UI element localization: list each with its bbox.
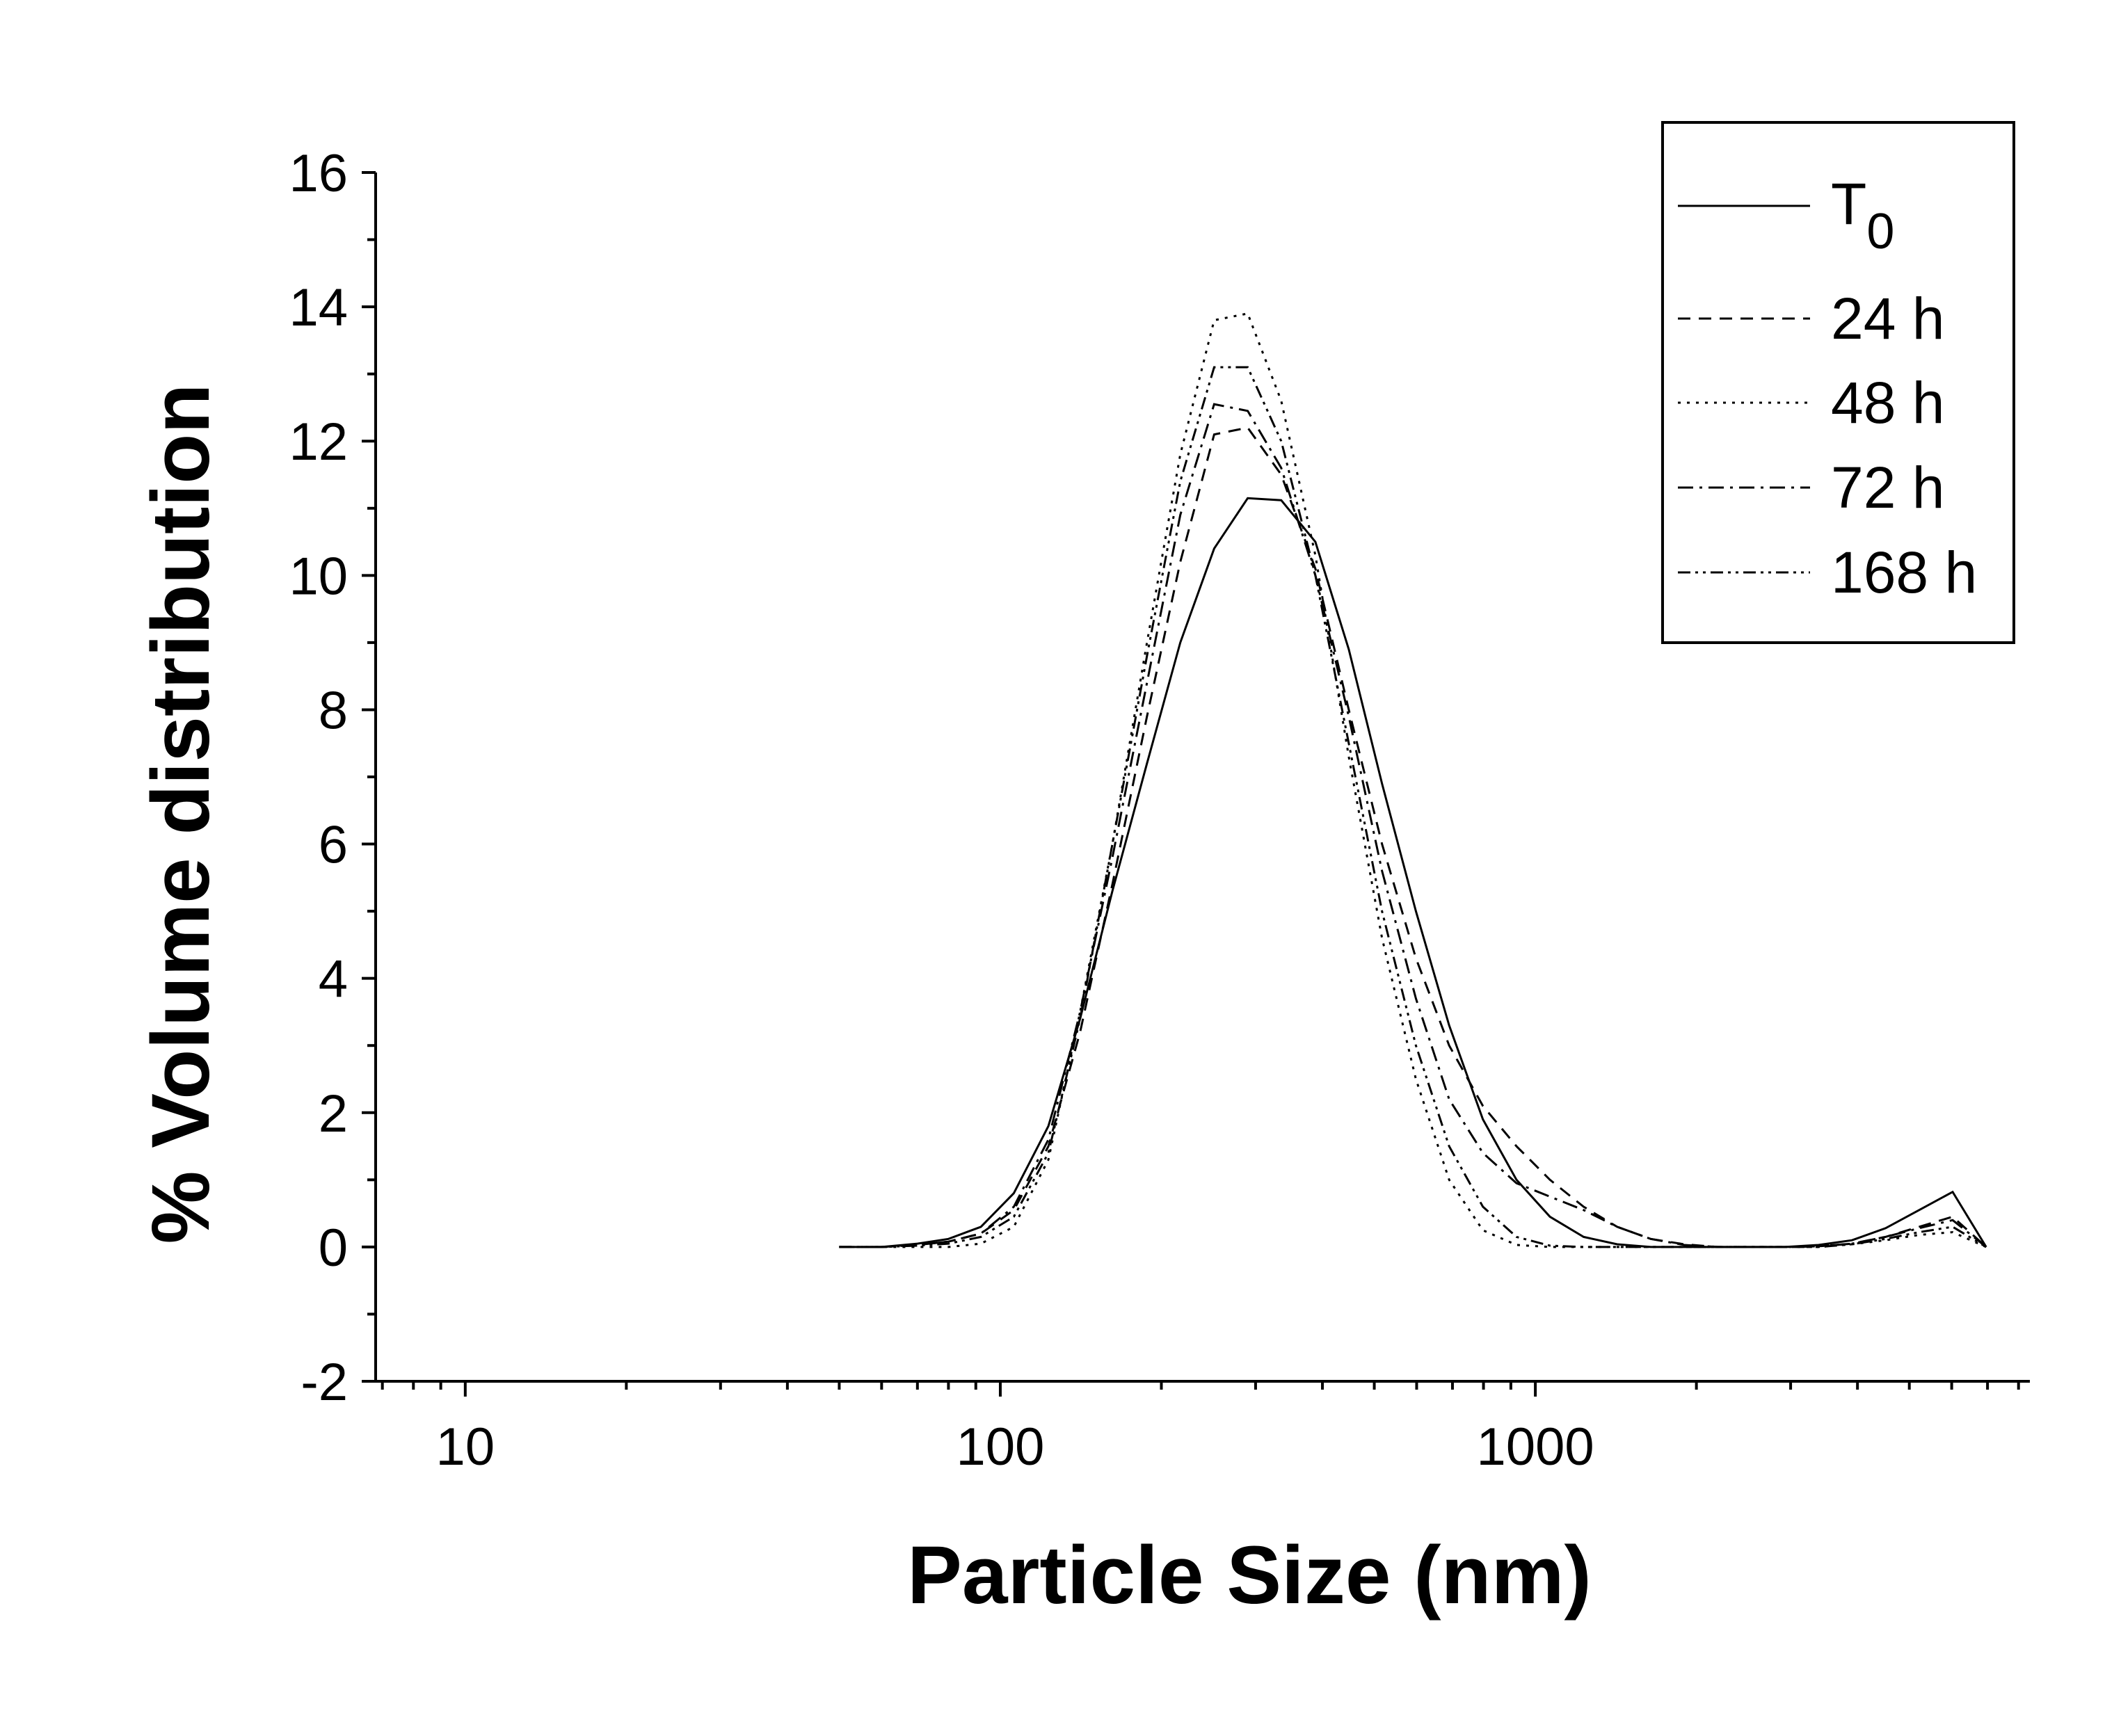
series-line-72h (839, 403, 1987, 1248)
legend-label-48h: 48 h (1831, 370, 1945, 435)
x-axis-ticks: 10 100 1000 (381, 1381, 2020, 1477)
legend-label-24h: 24 h (1831, 286, 1945, 351)
x-tick-label: 1000 (1477, 1417, 1594, 1477)
legend-label-72h: 72 h (1831, 455, 1945, 520)
y-tick-label: 8 (319, 681, 348, 740)
y-tick-label: 10 (289, 547, 348, 606)
y-axis-title: % Volume distribution (135, 384, 227, 1244)
x-tick-label: 10 (436, 1417, 495, 1477)
series-line-168h (839, 366, 1987, 1248)
legend-label-168h: 168 h (1831, 540, 1977, 605)
y-tick-label: 12 (289, 412, 348, 472)
y-tick-label: 14 (289, 278, 348, 337)
y-tick-label: 0 (319, 1219, 348, 1278)
y-tick-label: 2 (319, 1084, 348, 1143)
y-tick-label: 16 (289, 144, 348, 203)
legend-label-t0-base: T (1831, 171, 1866, 236)
legend: T0 24 h 48 h 72 h 168 h (1661, 121, 2015, 644)
legend-label-t0-subscript: 0 (1866, 204, 1894, 259)
legend-samples (1678, 204, 1810, 574)
y-tick-label: 6 (319, 816, 348, 875)
legend-label-t0: T0 (1831, 171, 1894, 259)
x-axis-title: Particle Size (nm) (907, 1529, 1592, 1621)
y-tick-label: -2 (301, 1353, 348, 1412)
x-tick-label: 100 (957, 1417, 1045, 1477)
series-lines (839, 312, 1987, 1248)
y-tick-label: 4 (319, 950, 348, 1009)
y-axis-ticks: -2 0 2 4 6 8 10 12 14 16 (289, 144, 376, 1412)
legend-box (1661, 121, 2015, 644)
